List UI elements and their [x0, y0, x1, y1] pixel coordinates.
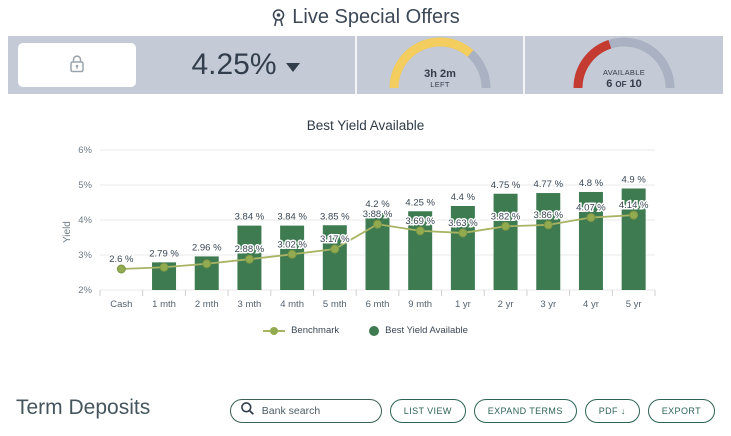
- x-tick-label: Cash: [110, 299, 132, 310]
- x-tick-label: 3 yr: [540, 299, 556, 310]
- page-title: Live Special Offers: [292, 6, 460, 28]
- y-tick-label: 5%: [78, 180, 92, 191]
- chevron-down-icon: [285, 63, 300, 72]
- legend-benchmark[interactable]: Benchmark: [263, 325, 339, 336]
- benchmark-point: [287, 249, 297, 259]
- legend-best-yield[interactable]: Best Yield Available: [369, 325, 468, 336]
- pdf-button[interactable]: PDF ↓: [584, 399, 640, 423]
- bar-value-label: 3.84 %: [277, 212, 307, 223]
- strip-divider: [523, 36, 525, 94]
- benchmark-point: [629, 210, 639, 220]
- x-tick-label: 6 mth: [366, 299, 390, 310]
- x-tick-label: 5 yr: [626, 299, 642, 310]
- rate-value: 4.25%: [191, 48, 277, 81]
- bar-value-label: 4.25 %: [405, 197, 435, 208]
- x-tick-label: 1 mth: [152, 299, 176, 310]
- x-tick-label: 1 yr: [455, 299, 471, 310]
- availability-value: 6 of 10: [606, 78, 642, 90]
- legend-benchmark-label: Benchmark: [291, 325, 340, 336]
- benchmark-value-label: 3.17 %: [320, 234, 350, 245]
- x-tick-label: 2 mth: [195, 299, 219, 310]
- y-tick-label: 6%: [78, 145, 92, 156]
- benchmark-value-label: 2.88 %: [235, 244, 265, 255]
- section-title: Term Deposits: [16, 396, 151, 419]
- bar-value-label: 4.75 %: [491, 180, 521, 191]
- bar-value-label: 4.4 %: [451, 192, 476, 203]
- x-tick-label: 9 mth: [408, 299, 432, 310]
- list-view-button[interactable]: LIST VIEW: [389, 399, 466, 423]
- chart-title: Best Yield Available: [306, 118, 425, 133]
- bar: [493, 193, 518, 290]
- y-tick-label: 2%: [78, 285, 92, 296]
- lock-icon: [64, 51, 90, 80]
- benchmark-point: [330, 244, 340, 254]
- benchmark-line-marker-icon: [263, 326, 286, 335]
- bank-search-input[interactable]: [259, 404, 372, 418]
- time-left-caption: LEFT: [430, 80, 450, 89]
- bank-search[interactable]: [229, 399, 382, 423]
- legend-best-yield-label: Best Yield Available: [385, 325, 468, 336]
- x-tick-label: 5 mth: [323, 299, 347, 310]
- yield-chart: 2% 3% 4% 5% 6% Cash 1 mth 2 mth 3 mth 4 mth 5 mth 6…: [55, 135, 675, 320]
- bar: [578, 192, 603, 290]
- benchmark-point: [373, 219, 382, 229]
- time-left-gauge: 3h 2m LEFT: [357, 36, 523, 94]
- best-yield-dot-marker-icon: [369, 325, 380, 336]
- bar-value-label: 2.96 %: [192, 242, 222, 253]
- bar-value-label: 2.79 %: [149, 248, 179, 259]
- benchmark-value-label: 3.63 %: [448, 218, 478, 229]
- benchmark-point: [501, 221, 511, 231]
- benchmark-point: [202, 259, 212, 269]
- x-tick-label: 3 mth: [238, 299, 262, 310]
- bar-value-label: 4.77 %: [533, 179, 563, 190]
- bar-value-label: 3.85 %: [320, 211, 350, 222]
- benchmark-value-label: 3.02 %: [277, 239, 307, 250]
- x-tick-label: 2 yr: [498, 299, 514, 310]
- bar-value-label: 3.84 %: [235, 212, 265, 223]
- search-icon: [240, 401, 255, 421]
- benchmark-value-label: 3.82 %: [491, 211, 521, 222]
- rate-dropdown[interactable]: 4.25%: [136, 48, 355, 82]
- footer-controls: LIST VIEW EXPAND TERMS PDF ↓ EXPORT: [229, 399, 715, 423]
- benchmark-point: [116, 264, 126, 274]
- chart-legend: Benchmark Best Yield Available: [0, 325, 731, 336]
- benchmark-point: [415, 226, 425, 236]
- benchmark-point: [159, 262, 169, 272]
- bar-value-label: 4.2 %: [365, 199, 390, 210]
- expand-terms-button[interactable]: EXPAND TERMS: [473, 399, 577, 423]
- bar: [536, 193, 561, 290]
- bar-value-label: 4.9 %: [622, 175, 647, 186]
- benchmark-point: [586, 213, 596, 223]
- medal-icon: [271, 8, 286, 28]
- offer-strip: 4.25% 3h 2m LEFT AVAILABLE 6 of 10: [8, 36, 723, 94]
- x-tick-label: 4 mth: [280, 299, 304, 310]
- page-header: Live Special Offers: [0, 6, 731, 29]
- y-tick-label: 4%: [78, 215, 92, 226]
- lock-button[interactable]: [18, 43, 136, 87]
- bar: [322, 225, 347, 290]
- benchmark-point: [543, 220, 553, 230]
- benchmark-value-label: 3.88 %: [363, 209, 393, 220]
- x-tick-label: 4 yr: [583, 299, 599, 310]
- benchmark-value-label: 4.14 %: [619, 200, 649, 211]
- bar: [408, 211, 433, 290]
- availability-caption: AVAILABLE: [603, 68, 645, 77]
- y-tick-label: 3%: [78, 250, 92, 261]
- benchmark-value-label: 4.07 %: [576, 203, 606, 214]
- strip-divider: [355, 36, 357, 94]
- export-button[interactable]: EXPORT: [647, 399, 715, 423]
- yield-chart-svg: 2% 3% 4% 5% 6% Cash 1 mth 2 mth 3 mth 4 mth 5 mth 6…: [78, 145, 656, 310]
- bar: [450, 206, 475, 290]
- bar-value-label: 4.8 %: [579, 178, 604, 189]
- availability-gauge: AVAILABLE 6 of 10: [525, 36, 723, 94]
- bar: [621, 188, 646, 290]
- benchmark-point: [244, 254, 254, 264]
- benchmark-value-label: 3.86 %: [533, 210, 563, 221]
- benchmark-point: [458, 228, 468, 238]
- benchmark-value-label: 3.69 %: [405, 216, 435, 227]
- time-left-value: 3h 2m: [424, 68, 456, 80]
- benchmark-value-label: 2.6 %: [109, 254, 134, 265]
